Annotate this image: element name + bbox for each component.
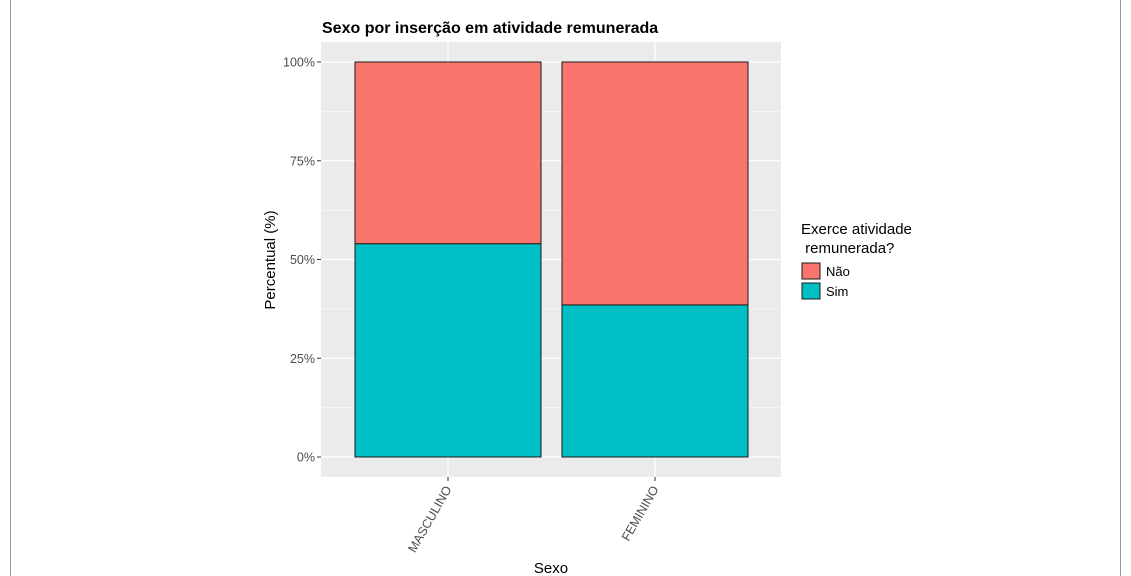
y-axis: 0% 25% 50% 75% 100% xyxy=(283,56,321,465)
legend: Exerce atividade remunerada? Não Sim xyxy=(801,221,912,300)
bar-masculino-sim xyxy=(354,243,542,458)
bars xyxy=(354,61,749,458)
y-axis-title: Percentual (%) xyxy=(262,210,279,309)
bar-masculino-nao xyxy=(354,61,542,245)
y-tick-label: 25% xyxy=(290,352,315,366)
y-tick-label: 100% xyxy=(283,56,315,70)
legend-key-sim xyxy=(801,282,821,300)
legend-key-nao xyxy=(801,262,821,280)
legend-label-nao: Não xyxy=(826,264,850,279)
y-tick-label: 50% xyxy=(290,253,315,267)
bar-feminino-sim xyxy=(561,304,749,458)
legend-label-sim: Sim xyxy=(826,284,848,299)
y-tick-label: 0% xyxy=(297,451,315,465)
x-axis-title: Sexo xyxy=(534,560,568,576)
y-tick-label: 75% xyxy=(290,154,315,168)
x-tick-label-masculino: MASCULINO xyxy=(405,483,454,555)
x-tick-label-feminino: FEMININO xyxy=(619,483,662,543)
bar-feminino-nao xyxy=(561,61,749,306)
x-axis: MASCULINO FEMININO xyxy=(405,477,662,555)
legend-title-line-2: remunerada? xyxy=(801,240,894,257)
chart-title: Sexo por inserção em atividade remunerad… xyxy=(322,20,658,37)
legend-title-line-1: Exerce atividade xyxy=(801,221,912,238)
figure-frame xyxy=(10,0,1121,576)
